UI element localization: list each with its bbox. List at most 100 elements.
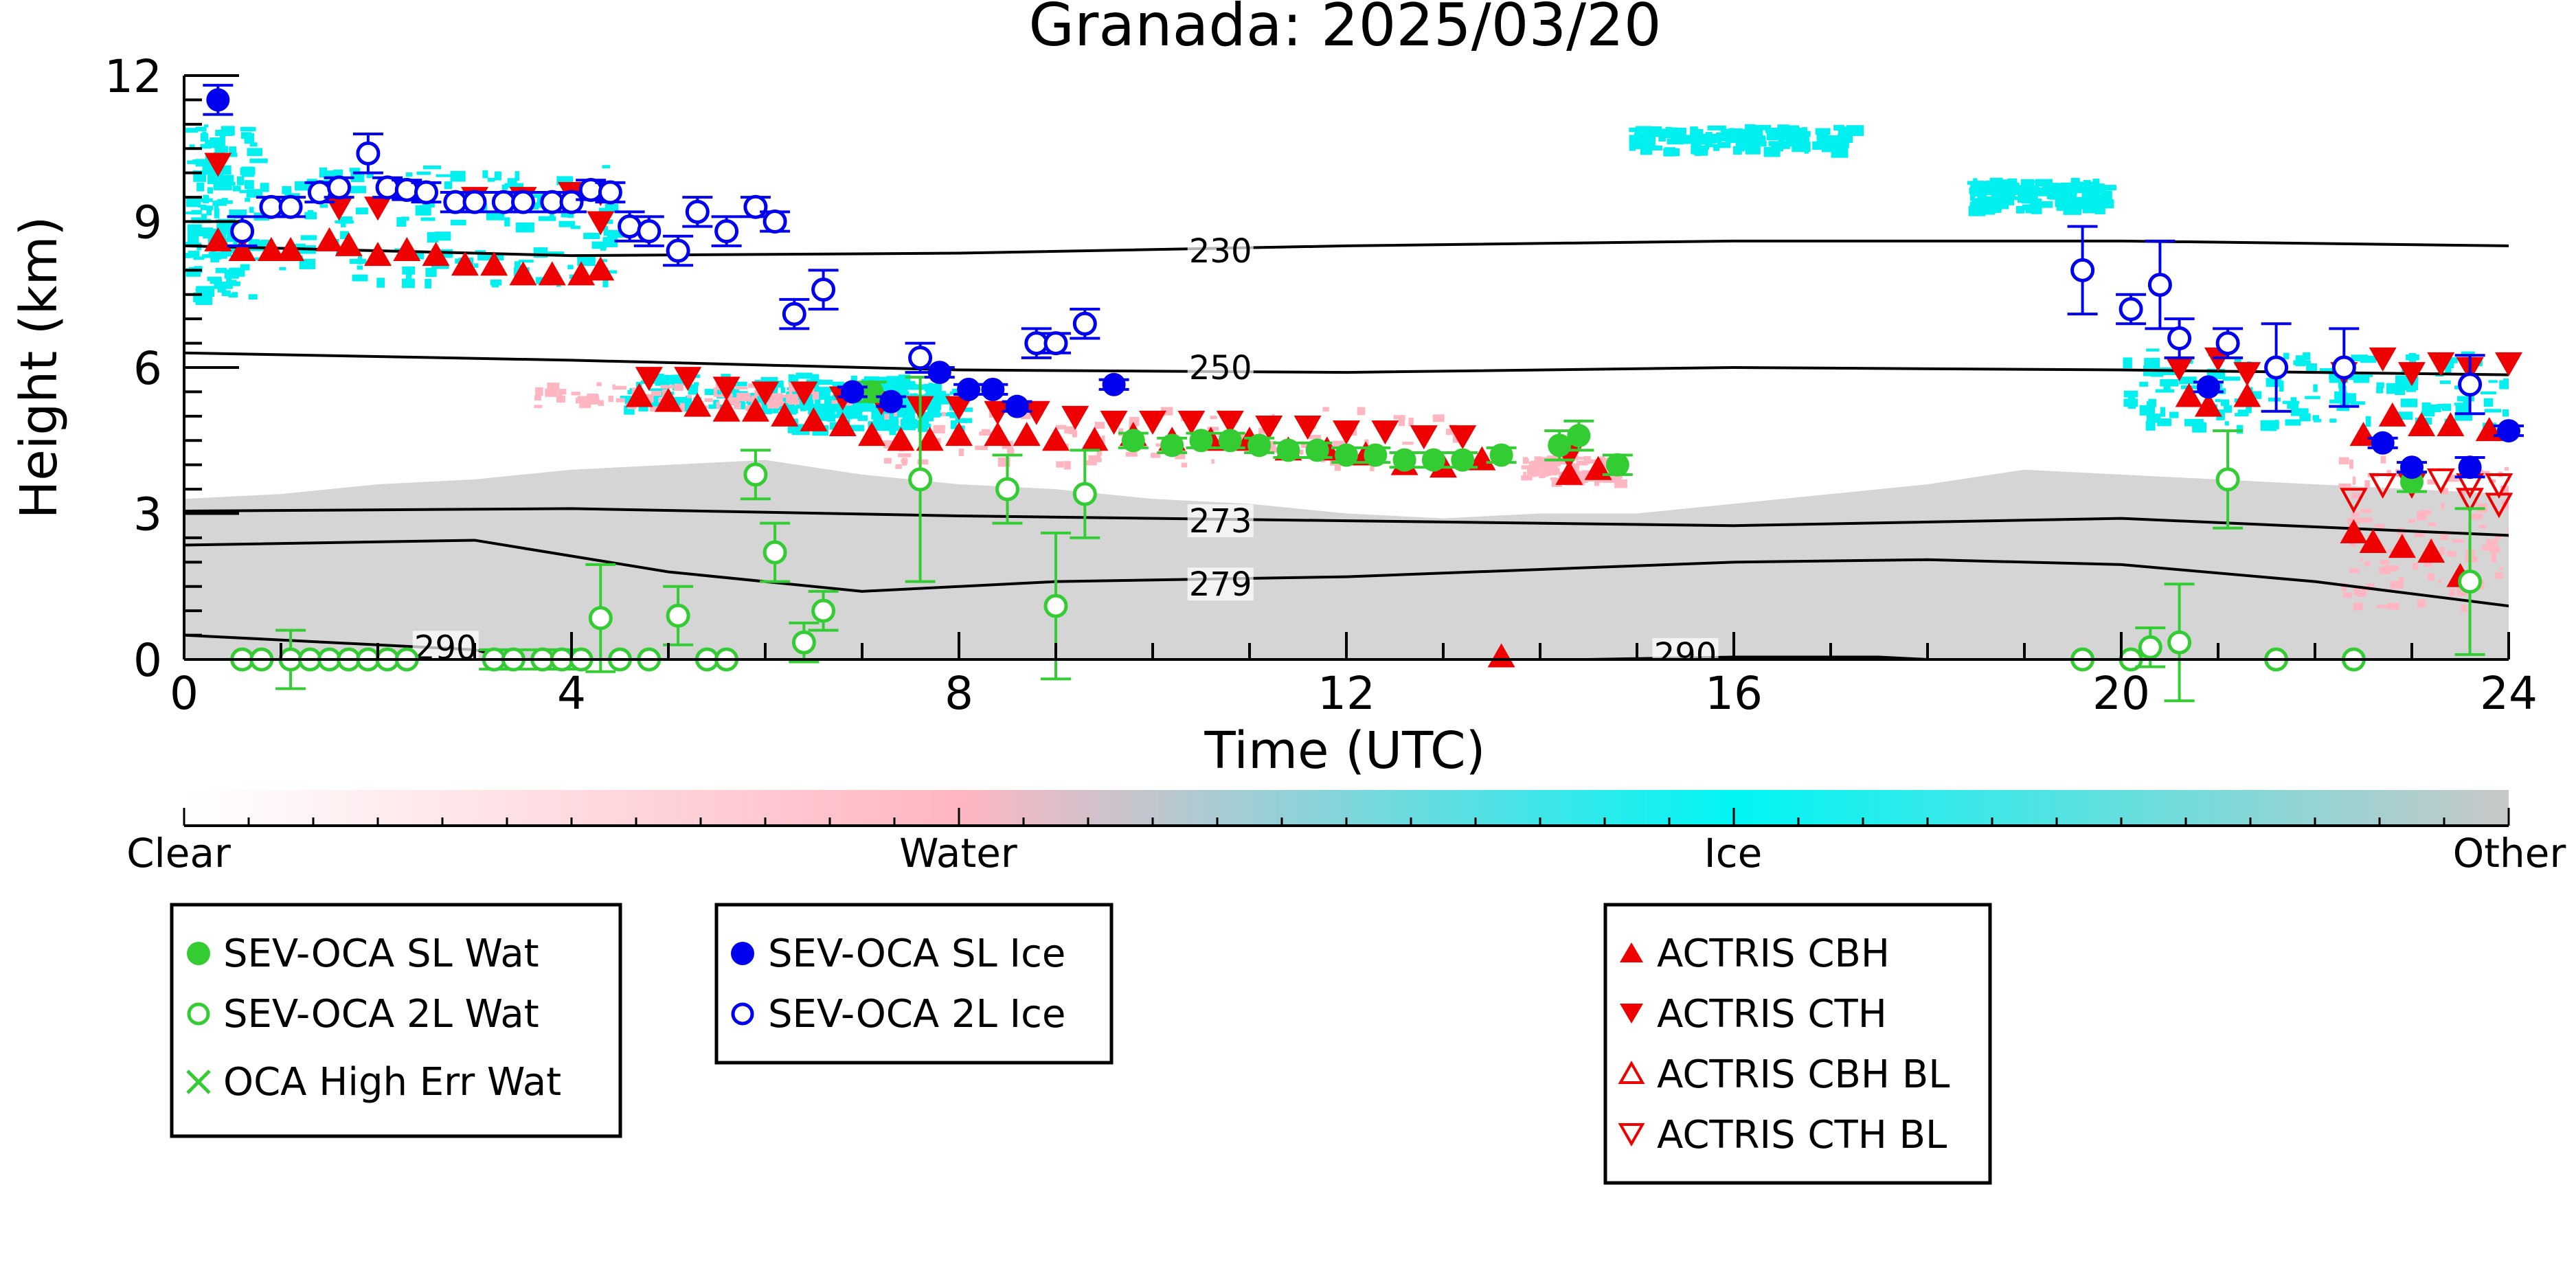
water-pixel bbox=[2415, 531, 2426, 538]
point-sev-oca-2l-ice bbox=[598, 180, 622, 205]
water-pixel bbox=[2382, 569, 2391, 575]
water-pixel bbox=[883, 440, 898, 449]
water-pixel bbox=[942, 411, 946, 417]
ice-pixel bbox=[2285, 419, 2301, 426]
ice-patch bbox=[1967, 177, 2116, 216]
ice-pixel bbox=[528, 194, 543, 198]
ice-pixel bbox=[405, 272, 412, 283]
water-pixel bbox=[1351, 427, 1357, 436]
point-sev-oca-sl-ice bbox=[957, 377, 981, 401]
legend-sl-ice-label: SEV-OCA SL Ice bbox=[768, 931, 1065, 976]
water-pixel bbox=[556, 396, 565, 403]
ice-pixel bbox=[402, 266, 416, 275]
point-actris-cbh bbox=[480, 251, 508, 276]
ice-pixel bbox=[231, 292, 238, 298]
ice-pixel bbox=[607, 229, 626, 238]
water-pixel bbox=[2366, 583, 2375, 591]
ice-pixel bbox=[1791, 136, 1799, 142]
point-actris-cth bbox=[587, 211, 615, 236]
water-pixel bbox=[1207, 427, 1219, 431]
point-sev-oca-2l-ice bbox=[443, 190, 468, 214]
ice-pixel bbox=[810, 374, 820, 383]
ice-pixel bbox=[2056, 200, 2064, 211]
point-actris-cth bbox=[945, 396, 973, 420]
point-sev-oca-2l-wat bbox=[995, 477, 1019, 501]
ice-pixel bbox=[206, 207, 212, 216]
legend-cbh-label: ACTRIS CBH bbox=[1657, 931, 1890, 976]
point-actris-cbh bbox=[1081, 427, 1109, 451]
ice-pixel bbox=[2028, 185, 2040, 193]
ice-pixel bbox=[2222, 376, 2240, 381]
point-sev-oca-sl-wat bbox=[1335, 443, 1358, 467]
point-actris-cth-bl bbox=[2369, 473, 2397, 499]
ice-pixel bbox=[1833, 124, 1844, 131]
ice-pixel bbox=[922, 423, 931, 429]
ice-pixel bbox=[515, 171, 520, 181]
ice-pixel bbox=[191, 210, 202, 215]
ice-pixel bbox=[857, 415, 868, 421]
point-actris-cth bbox=[1100, 410, 1128, 435]
ice-pixel bbox=[221, 126, 235, 136]
ice-pixel bbox=[2092, 179, 2100, 184]
point-sev-oca-2l-wat bbox=[762, 540, 787, 565]
water-pixel bbox=[2351, 492, 2360, 499]
ice-pixel bbox=[736, 381, 747, 387]
ice-pixel bbox=[2031, 206, 2042, 214]
point-actris-cbh bbox=[2408, 412, 2436, 436]
point-actris-cbh bbox=[712, 397, 741, 422]
ice-pixel bbox=[431, 264, 449, 269]
ice-pixel bbox=[2031, 180, 2039, 183]
ice-pixel bbox=[2237, 409, 2249, 417]
point-actris-cbh bbox=[655, 387, 682, 412]
water-pixel bbox=[2364, 480, 2371, 488]
point-sev-oca-2l-wat bbox=[2458, 569, 2483, 594]
water-pixel bbox=[2439, 547, 2445, 556]
contour-label-bg bbox=[1652, 637, 1719, 659]
point-actris-cth bbox=[204, 152, 232, 177]
ice-pixel bbox=[831, 414, 850, 418]
water-pixel bbox=[1094, 422, 1105, 429]
point-actris-cbh bbox=[771, 402, 799, 427]
ice-pixel bbox=[2293, 360, 2311, 365]
ice-pixel bbox=[908, 384, 925, 390]
ice-pixel bbox=[808, 406, 815, 415]
ice-pixel bbox=[860, 405, 877, 412]
point-sev-oca-sl-ice bbox=[2458, 455, 2482, 479]
ice-pixel bbox=[2015, 205, 2025, 214]
colorbar-label-ice: Ice bbox=[1704, 830, 1763, 877]
ice-pixel bbox=[2457, 396, 2474, 402]
ice-pixel bbox=[1691, 146, 1697, 155]
legend-sl-wat-marker bbox=[187, 942, 210, 965]
y-tick-label: 9 bbox=[133, 196, 162, 249]
water-pixel bbox=[2448, 474, 2459, 482]
point-sev-oca-2l-wat bbox=[1043, 594, 1068, 618]
point-actris-cbh bbox=[538, 261, 566, 286]
contour-label: 273 bbox=[1189, 502, 1252, 541]
point-sev-oca-2l-ice bbox=[356, 141, 381, 166]
ice-pixel bbox=[2454, 403, 2467, 406]
point-actris-cbh bbox=[1468, 446, 1496, 471]
point-sev-oca-2l-ice bbox=[637, 219, 662, 244]
ice-pixel bbox=[2376, 382, 2384, 388]
point-actris-cbh bbox=[828, 412, 857, 436]
point-actris-cth bbox=[2233, 362, 2261, 387]
point-sev-oca-sl-wat bbox=[1276, 438, 1300, 462]
water-pixel bbox=[2427, 573, 2435, 581]
ice-pixel bbox=[307, 210, 314, 214]
water-pixel bbox=[2353, 587, 2367, 596]
water-pixel bbox=[1088, 455, 1101, 462]
point-actris-cbh bbox=[800, 407, 828, 431]
ice-pixel bbox=[2400, 398, 2418, 407]
water-pixel bbox=[788, 400, 800, 405]
ice-pixel bbox=[187, 224, 202, 233]
ice-pixel bbox=[2279, 381, 2284, 392]
point-sev-oca-2l-ice bbox=[908, 346, 933, 370]
contour-label: 290 bbox=[1654, 636, 1717, 675]
water-pixel bbox=[2349, 541, 2355, 546]
point-sev-oca-2l-ice bbox=[462, 190, 487, 214]
water-pixel bbox=[776, 401, 785, 406]
ice-pixel bbox=[694, 382, 699, 386]
ice-pixel bbox=[221, 290, 231, 297]
ice-pixel bbox=[1700, 135, 1713, 145]
ice-pixel bbox=[538, 216, 556, 221]
